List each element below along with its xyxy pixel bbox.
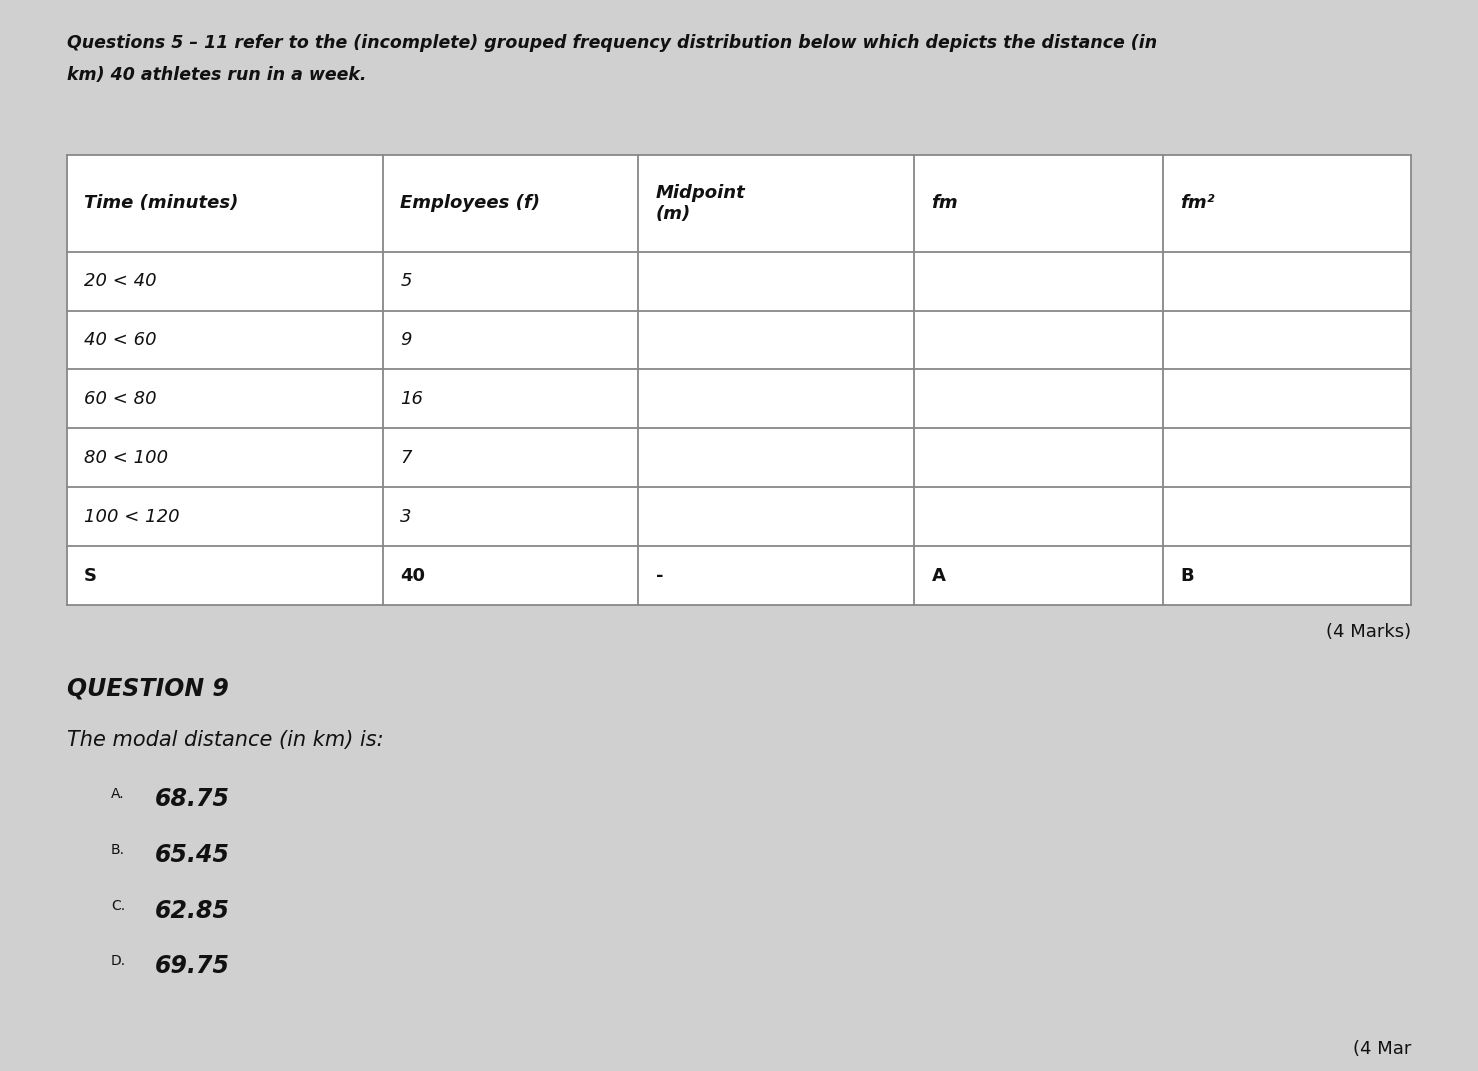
Text: fm²: fm² [1181,195,1215,212]
Text: -: - [656,567,664,585]
Text: 100 < 120: 100 < 120 [84,508,180,526]
Bar [67,155,1411,605]
Text: Questions 5 – 11 refer to the (incomplete) grouped frequency distribution below : Questions 5 – 11 refer to the (incomplet… [67,34,1157,52]
Text: 40: 40 [401,567,426,585]
Text: 60 < 80: 60 < 80 [84,390,157,408]
Text: A: A [931,567,946,585]
Text: A.: A. [111,787,124,801]
Text: 40 < 60: 40 < 60 [84,331,157,349]
Text: B.: B. [111,843,124,857]
Text: Midpoint
(m): Midpoint (m) [656,184,745,223]
Text: Employees (f): Employees (f) [401,195,541,212]
Text: km) 40 athletes run in a week.: km) 40 athletes run in a week. [67,66,367,85]
Text: 9: 9 [401,331,412,349]
Text: B: B [1181,567,1194,585]
Text: (4 Marks): (4 Marks) [1326,623,1411,642]
Text: 69.75: 69.75 [155,954,231,978]
Text: 62.85: 62.85 [155,899,231,922]
Text: QUESTION 9: QUESTION 9 [67,677,229,700]
Text: 16: 16 [401,390,423,408]
Text: 5: 5 [401,272,412,290]
Text: 20 < 40: 20 < 40 [84,272,157,290]
Text: (4 Mar: (4 Mar [1354,1040,1411,1058]
Text: 68.75: 68.75 [155,787,231,811]
Text: 7: 7 [401,449,412,467]
Text: C.: C. [111,899,126,912]
Text: fm: fm [931,195,958,212]
Text: 80 < 100: 80 < 100 [84,449,168,467]
Text: S: S [84,567,98,585]
Text: The modal distance (in km) is:: The modal distance (in km) is: [67,730,383,751]
Text: 65.45: 65.45 [155,843,231,866]
Text: 3: 3 [401,508,412,526]
Text: D.: D. [111,954,126,968]
Text: Time (minutes): Time (minutes) [84,195,238,212]
